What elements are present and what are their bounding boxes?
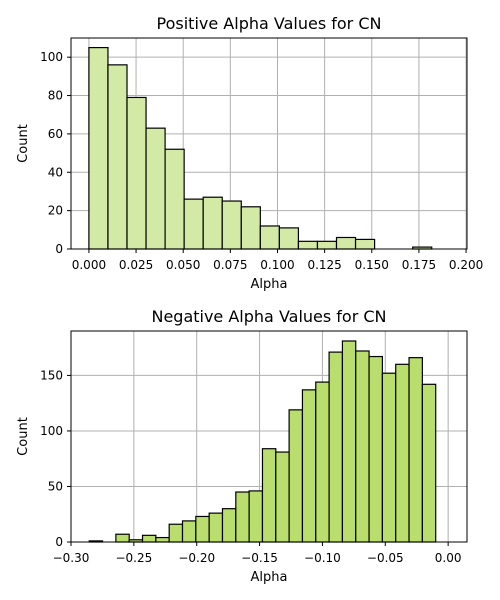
x-tick-label: 0.00 (435, 551, 462, 565)
x-tick-label: −0.05 (367, 551, 404, 565)
y-tick-label: 60 (48, 127, 63, 141)
histogram-bar (221, 200, 242, 250)
histogram-bar (208, 512, 224, 543)
x-tick-label: −0.25 (115, 551, 152, 565)
y-tick-label: 40 (48, 165, 63, 179)
histogram-bar (354, 238, 376, 250)
histogram-bar (183, 198, 204, 250)
x-tick-label: 0.175 (402, 258, 436, 272)
x-tick-label: 0.150 (355, 258, 389, 272)
y-tick-label: 100 (40, 50, 63, 64)
chart-title: Positive Alpha Values for CN (157, 14, 382, 33)
histogram-bar (240, 206, 261, 250)
histogram-bar (328, 351, 344, 543)
histogram-bar (335, 236, 357, 250)
x-tick-label: 0.050 (166, 258, 200, 272)
plot-frame (70, 37, 468, 250)
y-axis-label: Count (16, 417, 31, 456)
histogram-bar (355, 350, 370, 543)
x-tick-label: 0.125 (307, 258, 341, 272)
histogram-bar (341, 340, 357, 543)
histogram-bar (145, 127, 166, 250)
histogram-bar (164, 148, 185, 250)
y-tick-label: 100 (40, 424, 63, 438)
histogram-bar (259, 225, 280, 250)
x-tick-label: −0.15 (241, 551, 278, 565)
y-tick-label: 20 (48, 204, 63, 218)
histogram-bar (181, 520, 197, 543)
plot-frame (70, 330, 468, 543)
y-tick-label: 80 (48, 89, 63, 103)
histogram-bar (278, 227, 300, 250)
histogram-bar (155, 536, 170, 543)
histogram-bar (261, 448, 277, 543)
histogram-bars (88, 46, 433, 250)
histogram-bar (316, 240, 338, 250)
x-tick-label: 0.025 (119, 258, 153, 272)
negative-alpha-histogram: Negative Alpha Values for CN Alpha Count… (16, 307, 468, 585)
histogram-bar (168, 523, 184, 543)
histogram-bar (275, 451, 290, 543)
histogram-bar (115, 533, 130, 543)
x-tick-label: 0.075 (213, 258, 247, 272)
x-tick-label: −0.10 (304, 551, 341, 565)
histogram-bar (408, 357, 423, 543)
x-tick-label: −0.20 (178, 551, 215, 565)
histogram-bar (315, 381, 330, 543)
y-axis-label: Count (16, 124, 31, 163)
y-tick-label: 0 (55, 242, 63, 256)
x-tick-label: −0.30 (53, 551, 90, 565)
histogram-bar (288, 409, 304, 543)
histogram-bar (126, 96, 147, 250)
histogram-bar (395, 363, 410, 543)
x-axis-label: Alpha (251, 570, 288, 585)
histogram-bar (297, 240, 319, 250)
histogram-bar (221, 508, 237, 543)
histogram-bar (88, 46, 109, 250)
positive-alpha-histogram: Positive Alpha Values for CN Alpha Count… (16, 14, 483, 292)
y-tick-label: 50 (48, 479, 63, 493)
x-axis-label: Alpha (251, 277, 288, 292)
histogram-bar (381, 372, 397, 543)
histogram-bar (368, 355, 383, 543)
x-tick-label: 0.200 (449, 258, 483, 272)
histogram-bar (235, 491, 250, 543)
histogram-bar (141, 534, 157, 543)
chart-title: Negative Alpha Values for CN (151, 307, 386, 326)
histogram-bar (195, 515, 210, 543)
histogram-bar (301, 389, 317, 543)
histogram-bar (202, 196, 223, 250)
histogram-bar (107, 64, 128, 250)
y-tick-label: 0 (55, 535, 63, 549)
x-tick-label: 0.100 (260, 258, 294, 272)
y-tick-label: 150 (40, 368, 63, 382)
histogram-bar (421, 383, 437, 543)
x-tick-label: 0.000 (72, 258, 106, 272)
histogram-bars (88, 340, 437, 543)
histogram-bar (248, 490, 264, 543)
